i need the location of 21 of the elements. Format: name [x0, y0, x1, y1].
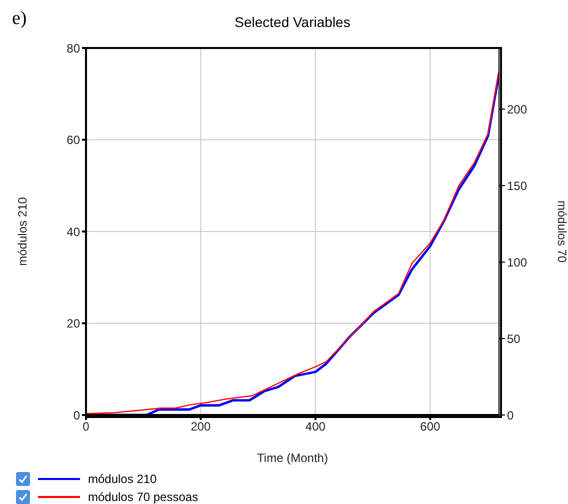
- x-tick-label: 0: [82, 420, 90, 434]
- y-axis-title: módulos 210: [15, 196, 30, 266]
- y-tick-label: 60: [66, 133, 80, 148]
- y-tick-label: 80: [66, 41, 80, 56]
- x-tick-label: 400: [305, 420, 326, 434]
- x-tick-label: 600: [420, 420, 440, 434]
- legend-label: módulos 70 pessoas: [88, 490, 198, 504]
- legend-label: módulos 210: [88, 472, 157, 486]
- text: e): [12, 8, 27, 30]
- y2-tick-label: 50: [507, 332, 521, 346]
- y2-tick-label: 150: [507, 178, 528, 193]
- x-axis-title: Time (Month): [257, 451, 328, 465]
- y2-axis-title: módulos 70: [554, 200, 568, 263]
- y-tick-label: 0: [73, 408, 80, 422]
- y-tick-label: 20: [66, 316, 80, 331]
- chart-title: Selected Variables: [234, 14, 352, 30]
- y2-tick-label: 100: [507, 255, 528, 270]
- y2-tick-label: 200: [507, 102, 528, 116]
- y-tick-label: 40: [66, 224, 80, 239]
- y2-tick-label: 0: [507, 408, 514, 422]
- x-tick-label: 200: [190, 420, 212, 434]
